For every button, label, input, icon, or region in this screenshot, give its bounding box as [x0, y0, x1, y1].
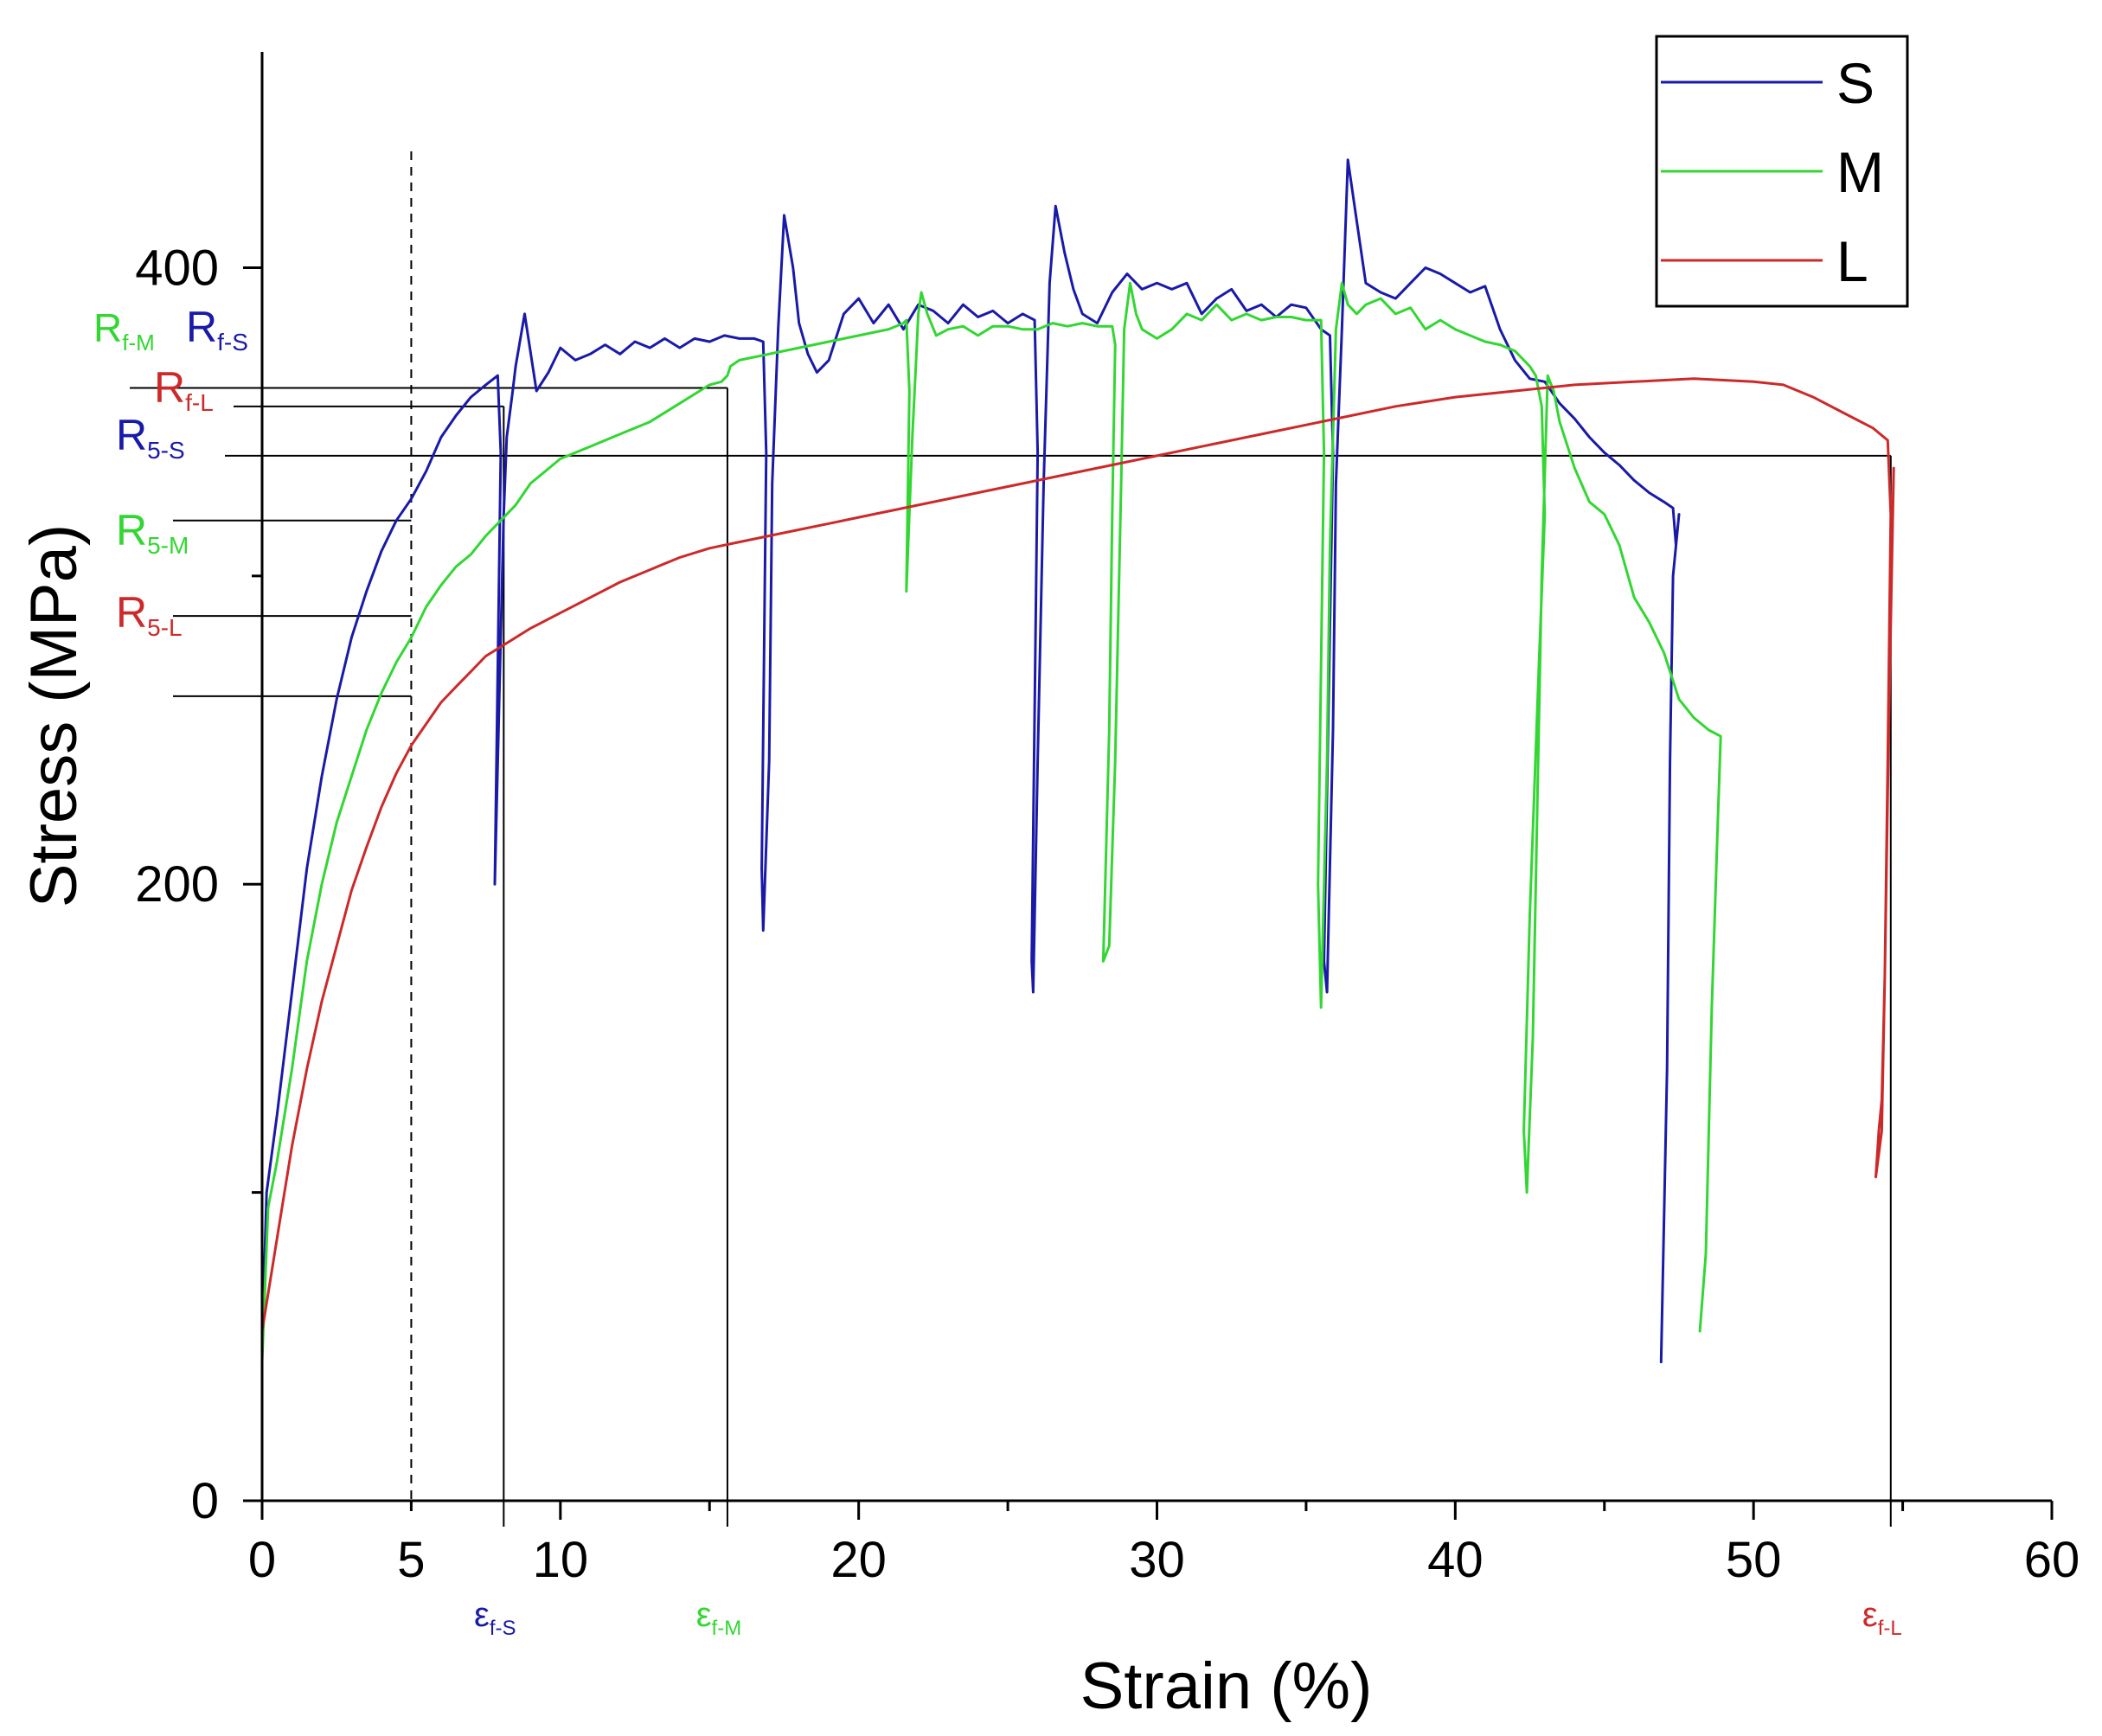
series-line-M	[260, 281, 1722, 1364]
label-ef-m: εf-M	[696, 1596, 742, 1640]
y-tick-label: 0	[191, 1473, 219, 1529]
label-rf-s: Rf-S	[186, 303, 248, 356]
x-tick-label-extra: 5	[397, 1532, 425, 1588]
x-tick-label: 10	[533, 1532, 589, 1588]
y-axis-title: Stress (MPa)	[17, 524, 91, 907]
legend-label-s: S	[1836, 51, 1874, 115]
x-tick-label: 60	[2024, 1532, 2080, 1588]
x-tick-label: 40	[1427, 1532, 1484, 1588]
y-tick-label: 200	[135, 856, 219, 913]
series-line-S	[260, 158, 1681, 1364]
x-axis-title: Strain (%)	[1080, 1650, 1373, 1723]
x-tick-label: 0	[248, 1532, 276, 1588]
legend-label-l: L	[1836, 229, 1868, 293]
label-r5-s: R5-S	[116, 411, 185, 464]
label-rf-l: Rf-L	[154, 363, 214, 416]
reference-lines	[130, 151, 1892, 1527]
series-layer	[260, 158, 1895, 1364]
legend-label-m: M	[1836, 140, 1884, 204]
legend: SML	[1655, 35, 1909, 308]
x-tick-label: 30	[1129, 1532, 1185, 1588]
label-r5-m: R5-M	[116, 506, 189, 559]
annotations: Rf-M Rf-S Rf-LR5-S R5-M R5-L εf-S εf-M εf-L	[93, 303, 1902, 1640]
label-rf-m: Rf-M	[93, 305, 155, 356]
label-ef-s: εf-S	[474, 1596, 516, 1640]
series-line-L	[260, 377, 1895, 1333]
label-r5-l: R5-L	[116, 588, 183, 641]
label-ef-l: εf-L	[1862, 1596, 1902, 1640]
x-tick-label: 50	[1726, 1532, 1782, 1588]
x-tick-label: 20	[830, 1532, 887, 1588]
y-tick-label: 400	[135, 240, 219, 296]
